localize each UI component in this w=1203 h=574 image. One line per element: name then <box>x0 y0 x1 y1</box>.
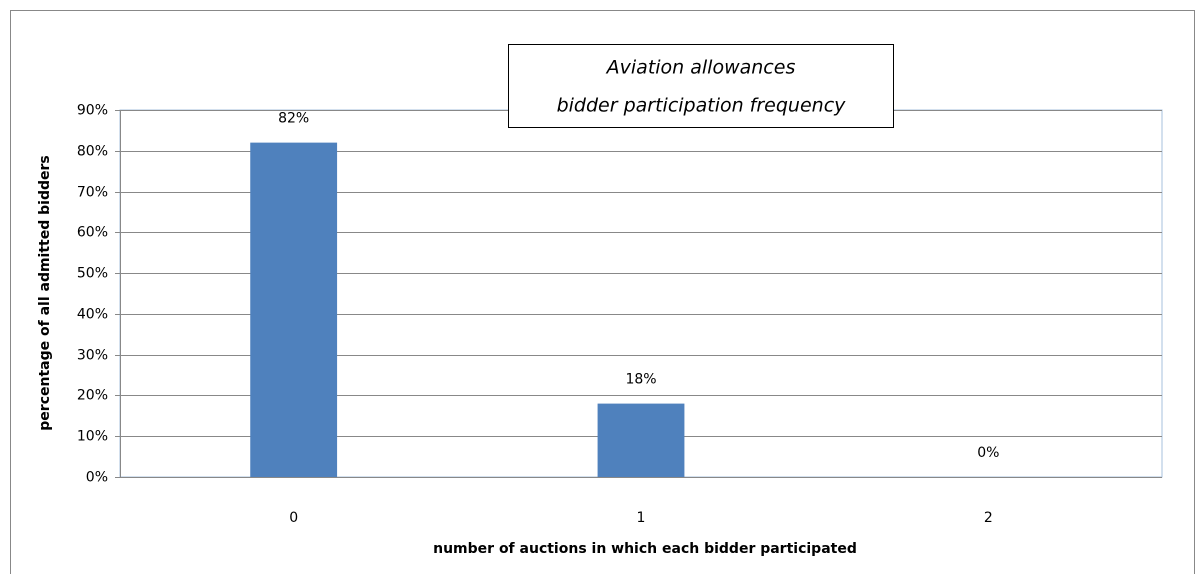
bar <box>250 142 338 477</box>
y-tick-label: 40% <box>77 307 108 323</box>
x-tick-label: 2 <box>984 510 993 526</box>
y-tick-label: 30% <box>77 348 108 364</box>
chart-title: bidder participation frequency <box>557 95 847 117</box>
title-box <box>508 44 894 128</box>
y-tick-label: 10% <box>77 429 108 445</box>
x-tick-label: 1 <box>637 510 646 526</box>
y-tick-label: 0% <box>86 470 108 486</box>
y-axis-title: percentage of all admitted bidders <box>37 155 53 430</box>
y-tick-label: 70% <box>77 185 108 201</box>
data-label: 0% <box>977 445 999 461</box>
x-tick-label: 0 <box>289 510 298 526</box>
data-label: 82% <box>278 111 309 127</box>
chart-title: Aviation allowances <box>605 57 796 79</box>
bar <box>597 403 685 477</box>
y-tick-label: 60% <box>77 225 108 241</box>
y-tick-label: 50% <box>77 266 108 282</box>
data-label: 18% <box>625 372 656 388</box>
y-tick-label: 80% <box>77 144 108 160</box>
y-tick-label: 20% <box>77 388 108 404</box>
x-axis-title: number of auctions in which each bidder … <box>433 541 857 557</box>
y-tick-label: 90% <box>77 103 108 119</box>
